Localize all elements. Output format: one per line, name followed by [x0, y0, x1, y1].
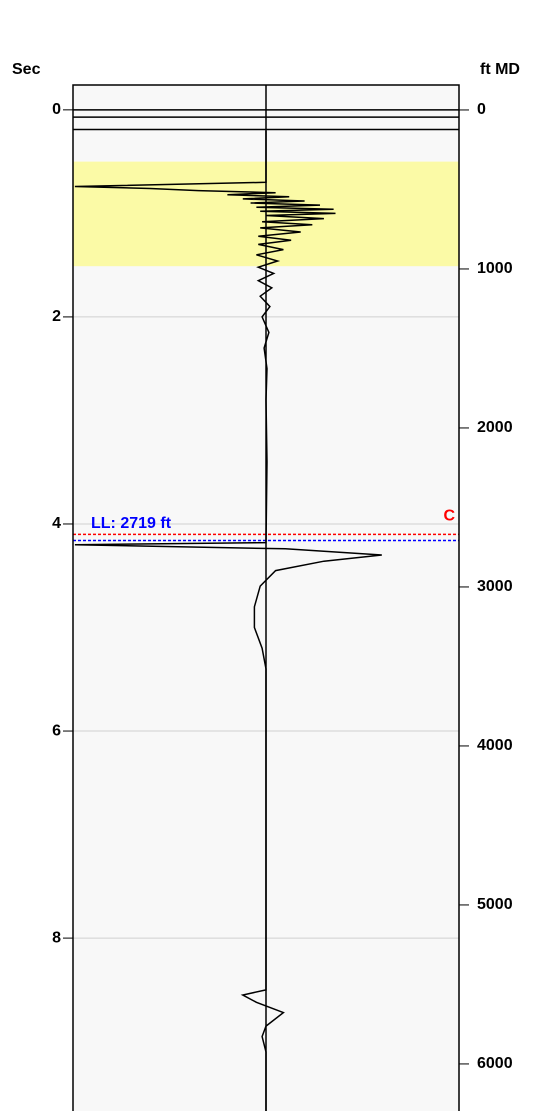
y-axis-label: Sec: [12, 61, 41, 78]
y2-tick-label: 4000: [477, 737, 513, 754]
y-tick-label: 4: [52, 515, 61, 532]
y2-axis-label: ft MD: [480, 61, 520, 78]
y2-tick-label: 5000: [477, 896, 513, 913]
marker-label: C: [443, 508, 455, 525]
y-tick-label: 2: [52, 308, 61, 325]
y2-tick-label: 3000: [477, 578, 513, 595]
marker-label: LL: 2719 ft: [91, 515, 172, 532]
y-tick-label: 0: [52, 101, 61, 118]
trace: [74, 130, 382, 1111]
y2-tick-label: 6000: [477, 1055, 513, 1072]
y-tick-label: 8: [52, 929, 61, 946]
y2-tick-label: 0: [477, 101, 486, 118]
y2-tick-label: 1000: [477, 260, 513, 277]
plot-frame: [72, 84, 460, 1111]
y2-tick-label: 2000: [477, 419, 513, 436]
y-tick-label: 6: [52, 722, 61, 739]
